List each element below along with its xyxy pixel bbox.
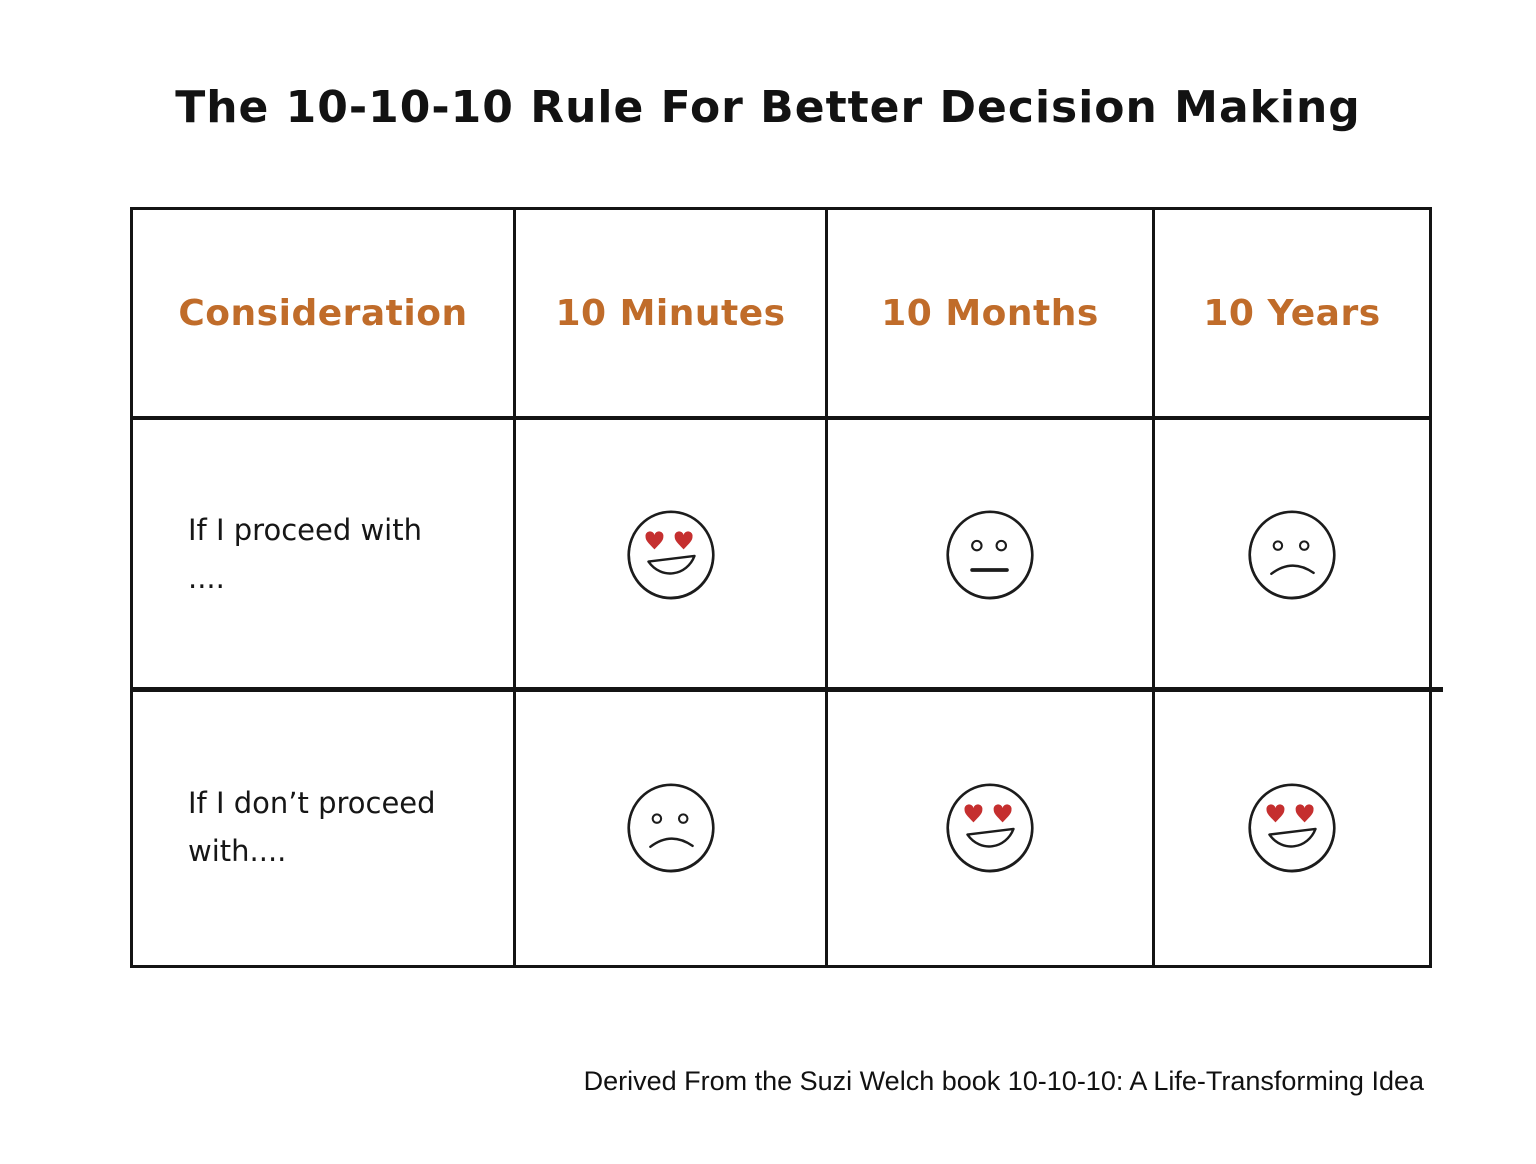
face-cell-proceed-10-minutes — [516, 420, 828, 690]
sad-face-icon — [1248, 510, 1336, 600]
row-divider-line — [130, 687, 1443, 692]
column-header-10-months: 10 Months — [828, 210, 1155, 420]
row-label-proceed: If I proceed with .... — [133, 420, 516, 690]
attribution-text: Derived From the Suzi Welch book 10-10-1… — [583, 1066, 1424, 1096]
row-label-text: If I proceed with .... — [188, 513, 422, 595]
heart-eye-icon — [964, 803, 983, 822]
column-header-10-years: 10 Years — [1155, 210, 1429, 420]
column-header-10-minutes: 10 Minutes — [516, 210, 828, 420]
neutral-face-icon — [946, 510, 1034, 600]
face-cell-proceed-10-years — [1155, 420, 1429, 690]
face-cell-dont-proceed-10-months — [828, 690, 1155, 965]
heart-eye-icon — [674, 531, 693, 550]
row-label-dont-proceed: If I don’t proceed with.... — [133, 690, 516, 965]
heart-eyes-face-icon — [626, 510, 715, 600]
column-header-label: 10 Minutes — [555, 292, 786, 334]
column-header-label: Consideration — [178, 292, 468, 334]
page-title: The 10-10-10 Rule For Better Decision Ma… — [175, 82, 1361, 133]
column-header-consideration: Consideration — [133, 210, 516, 420]
heart-eye-icon — [993, 803, 1012, 822]
face-cell-dont-proceed-10-years — [1155, 690, 1429, 965]
heart-eye-icon — [1295, 803, 1314, 822]
sad-face-icon — [626, 782, 715, 873]
row-label-text: If I don’t proceed with.... — [188, 785, 436, 868]
face-cell-proceed-10-months — [828, 420, 1155, 690]
column-header-label: 10 Months — [881, 292, 1099, 334]
heart-eye-icon — [1266, 803, 1285, 822]
heart-eyes-face-icon — [946, 782, 1034, 873]
heart-eye-icon — [644, 531, 663, 550]
decision-table: Consideration 10 Minutes 10 Months 10 Ye… — [130, 207, 1443, 968]
column-header-label: 10 Years — [1203, 292, 1381, 334]
face-cell-dont-proceed-10-minutes — [516, 690, 828, 965]
heart-eyes-face-icon — [1248, 782, 1336, 873]
